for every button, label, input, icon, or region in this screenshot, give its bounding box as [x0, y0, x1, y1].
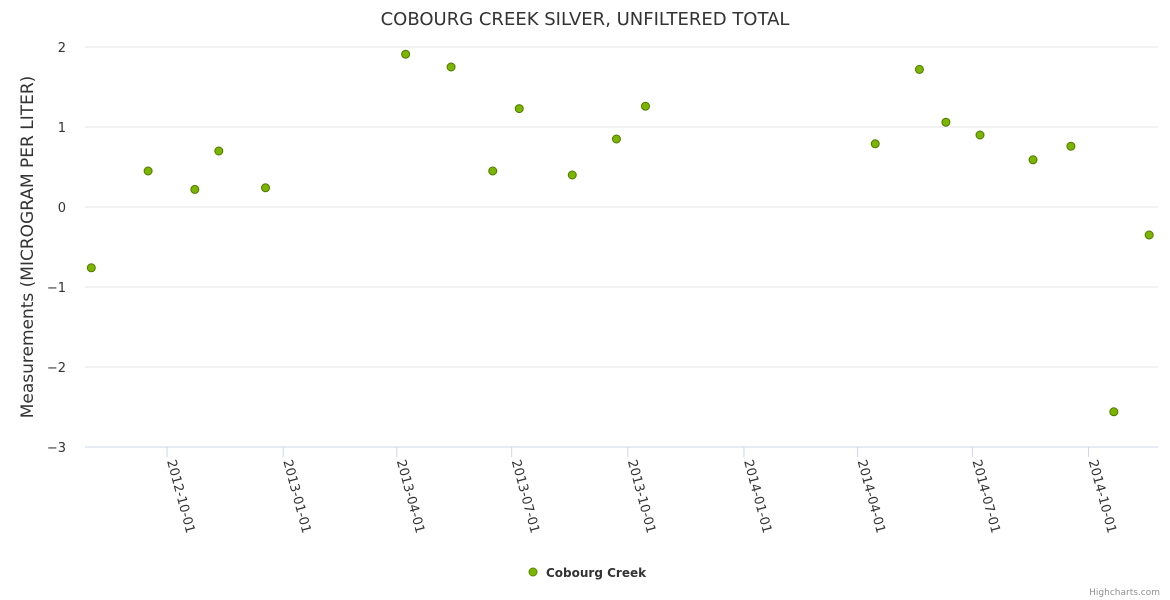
data-point: [261, 183, 271, 193]
x-tick-label: 2014-10-01: [1085, 458, 1119, 535]
x-tick-label: 2013-01-01: [279, 458, 313, 535]
data-point: [143, 166, 153, 176]
x-tick-label: 2013-04-01: [393, 458, 427, 535]
data-point: [86, 263, 96, 273]
data-point: [1144, 230, 1154, 240]
y-axis-label: Measurements (MICROGRAM PER LITER): [18, 76, 38, 419]
legend-marker: [528, 567, 538, 577]
data-point: [611, 134, 621, 144]
data-point: [514, 104, 524, 114]
data-point: [1028, 155, 1038, 165]
data-point: [214, 146, 224, 156]
x-tick-label: 2012-10-01: [163, 458, 197, 535]
y-tick-label: −1: [47, 281, 66, 296]
legend-item-cobourg-creek[interactable]: Cobourg Creek: [546, 566, 647, 580]
y-tick-label: 2: [58, 41, 66, 56]
data-point: [567, 170, 577, 180]
x-tick-label: 2014-04-01: [854, 458, 888, 535]
y-tick-label: 0: [58, 201, 66, 216]
y-tick-label: 1: [58, 121, 66, 136]
x-tick-label: 2013-10-01: [624, 458, 658, 535]
credits-link[interactable]: Highcharts.com: [1089, 588, 1160, 598]
data-point: [1066, 141, 1076, 151]
data-point: [975, 130, 985, 140]
data-point: [941, 117, 951, 127]
x-tick-label: 2014-07-01: [969, 458, 1003, 535]
legend[interactable]: Cobourg Creek: [528, 566, 647, 580]
x-tick-label: 2013-07-01: [508, 458, 542, 535]
data-point: [190, 184, 200, 194]
data-point: [401, 49, 411, 59]
chart-title: COBOURG CREEK SILVER, UNFILTERED TOTAL: [381, 9, 790, 30]
x-tick-label: 2014-01-01: [740, 458, 774, 535]
data-point: [446, 62, 456, 72]
y-tick-label: −2: [47, 361, 66, 376]
y-tick-label: −3: [47, 441, 66, 456]
data-point: [488, 166, 498, 176]
data-point: [1109, 407, 1119, 417]
data-point: [640, 101, 650, 111]
data-point: [870, 139, 880, 149]
data-point: [914, 64, 924, 74]
